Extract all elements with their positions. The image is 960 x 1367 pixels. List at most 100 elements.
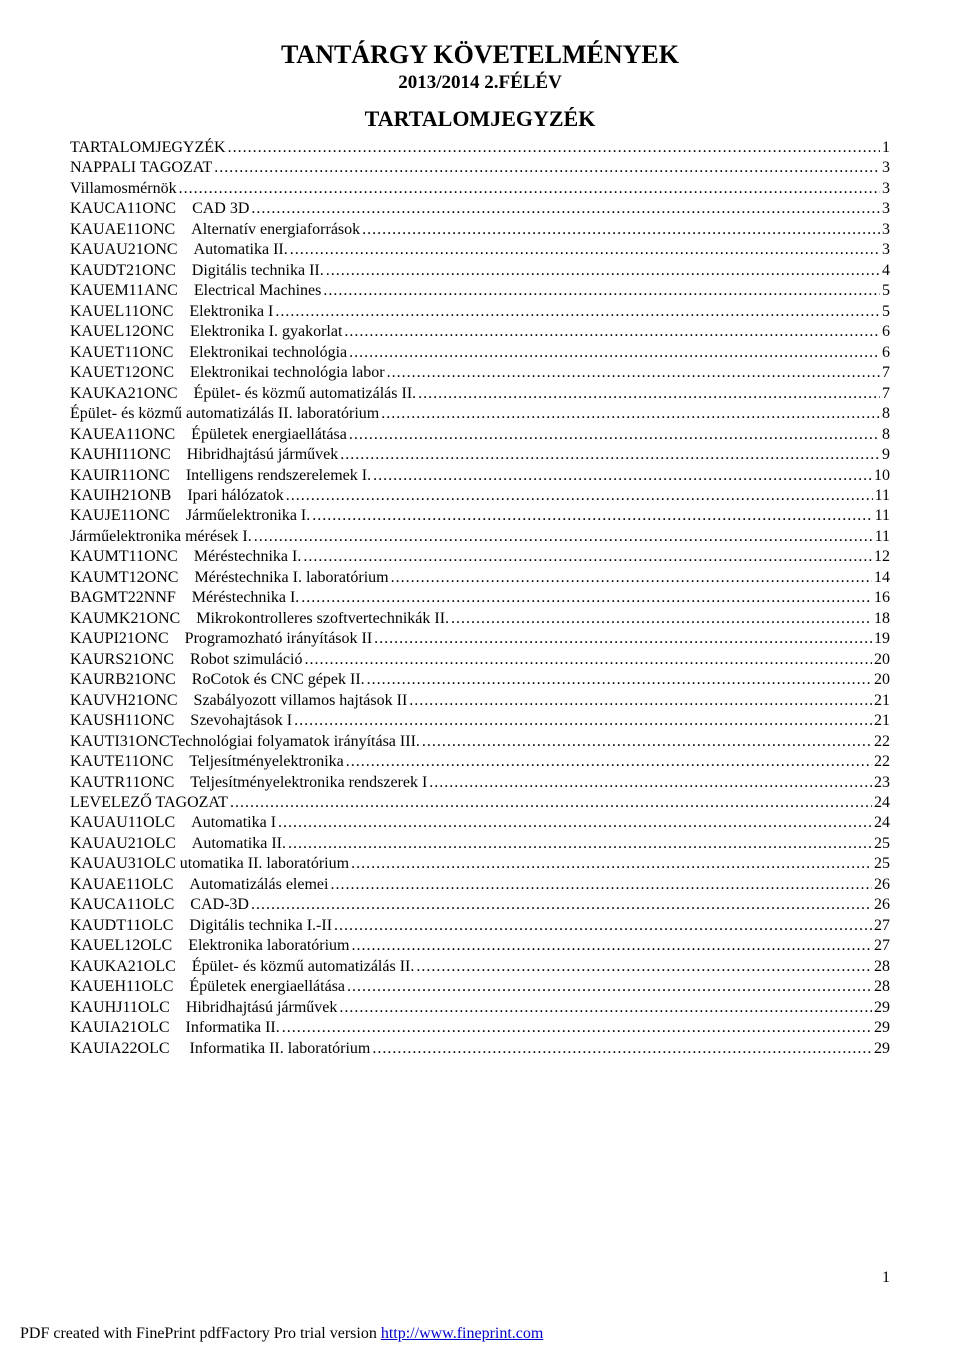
toc-row: KAUHJ11OLC Hibridhajtású járművek29 (70, 998, 890, 1018)
toc-entry-page: 22 (874, 732, 890, 752)
toc-row: KAUAE11ONC Alternatív energiaforrások 3 (70, 220, 890, 240)
toc-entry-page: 28 (874, 977, 890, 997)
toc-entry-page: 9 (882, 445, 890, 465)
toc-entry-label: KAUAU21ONC Automatika II. (70, 240, 288, 260)
toc-row: KAUKA21ONC Épület- és közmű automatizálá… (70, 384, 890, 404)
toc-leader-dots (344, 322, 880, 342)
toc-entry-label: Járműelektronika mérések I. (70, 527, 252, 547)
toc-entry-label: KAUAU21OLC Automatika II. (70, 834, 286, 854)
toc-heading: TARTALOMJEGYZÉK (70, 106, 890, 132)
toc-entry-page: 3 (882, 158, 890, 178)
toc-leader-dots (334, 916, 872, 936)
toc-entry-label: KAUEL12ONC Elektronika I. gyakorlat (70, 322, 342, 342)
toc-leader-dots (367, 670, 872, 690)
toc-row: KAUAU31OLC utomatika II. laboratórium25 (70, 854, 890, 874)
toc-entry-label: TARTALOMJEGYZÉK (70, 138, 226, 158)
toc-leader-dots (275, 302, 880, 322)
toc-row: KAUPI21ONC Programozható irányítások II 1… (70, 629, 890, 649)
toc-leader-dots (381, 404, 880, 424)
toc-entry-label: KAUPI21ONC Programozható irányítások II (70, 629, 372, 649)
toc-leader-dots (362, 220, 880, 240)
toc-entry-page: 27 (874, 936, 890, 956)
toc-entry-label: KAUIR11ONC Intelligens rendszerelemek I. (70, 466, 371, 486)
toc-entry-page: 18 (874, 609, 890, 629)
toc-entry-label: Épület- és közmű automatizálás II. labor… (70, 404, 379, 424)
toc-entry-label: KAUEH11OLC Épületek energiaellátása (70, 977, 345, 997)
toc-row: KAURS21ONC Robot szimuláció20 (70, 650, 890, 670)
toc-row: KAUVH21ONC Szabályozott villamos hajtáso… (70, 691, 890, 711)
toc-leader-dots (214, 158, 880, 178)
toc-leader-dots (451, 609, 872, 629)
toc-entry-label: KAUCA11ONC CAD 3D (70, 199, 249, 219)
toc-leader-dots (288, 834, 872, 854)
toc-entry-page: 25 (874, 834, 890, 854)
toc-entry-page: 14 (874, 568, 890, 588)
toc-entry-page: 25 (874, 854, 890, 874)
toc-entry-page: 7 (882, 363, 890, 383)
toc-leader-dots (422, 732, 872, 752)
toc-row: KAUDT21ONC Digitális technika II.4 (70, 261, 890, 281)
toc-entry-label: KAUJE11ONC Járműelektronika I. (70, 506, 310, 526)
toc-entry-label: KAUIH21ONB Ipari hálózatok (70, 486, 284, 506)
toc-entry-label: KAUDT11OLC Digitális technika I.-II (70, 916, 332, 936)
toc-entry-page: 28 (874, 957, 890, 977)
toc-entry-page: 5 (882, 281, 890, 301)
toc-row: KAUAE11OLC Automatizálás elemei26 (70, 875, 890, 895)
toc-leader-dots (278, 813, 872, 833)
toc-entry-page: 29 (874, 998, 890, 1018)
toc-entry-label: KAUMT11ONC Méréstechnika I. (70, 547, 301, 567)
toc-leader-dots (349, 425, 880, 445)
toc-entry-label: Villamosmérnök (70, 179, 177, 199)
toc-row: KAUMT12ONC Méréstechnika I. laboratórium… (70, 568, 890, 588)
toc-row: KAUMK21ONC Mikrokontrolleres szoftvertec… (70, 609, 890, 629)
toc-row: KAUCA11ONC CAD 3D3 (70, 199, 890, 219)
toc-leader-dots (251, 895, 872, 915)
toc-entry-label: KAUTR11ONC Teljesítményelektronika rends… (70, 773, 427, 793)
toc-row: KAUHI11ONC Hibridhajtású járművek 9 (70, 445, 890, 465)
toc-row: KAURB21ONC RoCotok és CNC gépek II.20 (70, 670, 890, 690)
toc-entry-label: KAUAE11OLC Automatizálás elemei (70, 875, 328, 895)
toc-entry-label: KAUAE11ONC Alternatív energiaforrások (70, 220, 360, 240)
toc-entry-page: 24 (874, 813, 890, 833)
toc-entry-label: KAUET12ONC Elektronikai technológia labo… (70, 363, 385, 383)
toc-row: KAUEA11ONC Épületek energiaellátása8 (70, 425, 890, 445)
toc-entry-page: 10 (874, 466, 890, 486)
toc-leader-dots (391, 568, 872, 588)
toc-row: BAGMT22NNF Méréstechnika I.16 (70, 588, 890, 608)
toc-leader-dots (352, 936, 873, 956)
toc-entry-page: 3 (882, 220, 890, 240)
toc-entry-page: 20 (874, 670, 890, 690)
toc-entry-page: 3 (882, 179, 890, 199)
table-of-contents: TARTALOMJEGYZÉK1NAPPALI TAGOZAT3Villamos… (70, 138, 890, 1059)
toc-row: KAUEL12OLC Elektronika laboratórium27 (70, 936, 890, 956)
toc-row: KAUAU11OLC Automatika I24 (70, 813, 890, 833)
toc-entry-page: 8 (882, 404, 890, 424)
toc-row: KAUEM11ANC Electrical Machines 5 (70, 281, 890, 301)
toc-entry-page: 8 (882, 425, 890, 445)
toc-entry-page: 16 (874, 588, 890, 608)
toc-entry-label: KAUHI11ONC Hibridhajtású járművek (70, 445, 338, 465)
toc-leader-dots (409, 691, 872, 711)
toc-leader-dots (339, 998, 872, 1018)
toc-entry-page: 20 (874, 650, 890, 670)
toc-entry-page: 24 (874, 793, 890, 813)
toc-leader-dots (290, 240, 880, 260)
toc-entry-label: KAUEM11ANC Electrical Machines (70, 281, 321, 301)
toc-entry-label: KAUIA21OLC Informatika II. (70, 1018, 280, 1038)
footer-link[interactable]: http://www.fineprint.com (381, 1325, 544, 1342)
toc-leader-dots (230, 793, 872, 813)
toc-leader-dots (254, 527, 873, 547)
footer-text: PDF created with FinePrint pdfFactory Pr… (20, 1325, 381, 1342)
toc-entry-page: 26 (874, 895, 890, 915)
toc-entry-page: 6 (882, 343, 890, 363)
toc-entry-page: 19 (874, 629, 890, 649)
toc-entry-label: KAUKA21OLC Épület- és közmű automatizálá… (70, 957, 414, 977)
toc-row: KAUKA21OLC Épület- és közmű automatizálá… (70, 957, 890, 977)
toc-leader-dots (373, 466, 872, 486)
toc-leader-dots (418, 384, 880, 404)
toc-entry-page: 11 (875, 527, 890, 547)
toc-row: KAUEL12ONC Elektronika I. gyakorlat6 (70, 322, 890, 342)
toc-row: KAUTR11ONC Teljesítményelektronika rends… (70, 773, 890, 793)
toc-row: KAUIA21OLC Informatika II.29 (70, 1018, 890, 1038)
toc-leader-dots (340, 445, 880, 465)
